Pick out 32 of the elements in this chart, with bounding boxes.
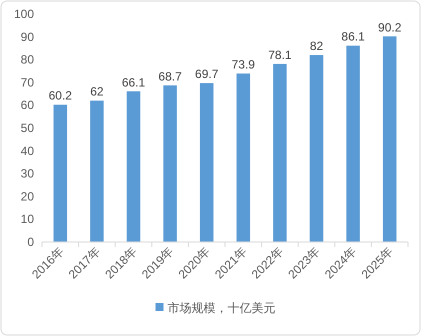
- data-label: 68.7: [158, 69, 182, 84]
- y-tick-label: 90: [20, 30, 34, 44]
- y-tick-label: 0: [27, 235, 34, 249]
- bar: [236, 74, 250, 242]
- y-tick-label: 20: [20, 189, 34, 204]
- bar: [310, 55, 324, 242]
- y-tick-label: 70: [20, 75, 34, 90]
- bar: [200, 83, 214, 242]
- y-tick-label: 100: [14, 7, 34, 21]
- data-label: 69.7: [195, 67, 219, 82]
- data-label: 73.9: [232, 58, 256, 72]
- bar: [346, 46, 360, 242]
- y-tick-label: 30: [20, 166, 34, 181]
- y-tick-label: 10: [20, 212, 34, 226]
- data-label: 86.1: [341, 30, 366, 44]
- bar: [163, 85, 177, 242]
- data-label: 60.2: [48, 88, 72, 103]
- bar: [382, 36, 396, 242]
- data-label: 82: [310, 39, 324, 54]
- data-label: 90.2: [378, 20, 402, 34]
- y-tick-label: 40: [20, 144, 34, 158]
- data-label: 78.1: [268, 48, 292, 62]
- bar: [126, 91, 140, 242]
- y-tick-label: 60: [20, 98, 34, 112]
- data-label: 66.1: [122, 75, 146, 90]
- y-tick-label: 50: [20, 121, 34, 135]
- y-tick-label: 80: [20, 52, 34, 67]
- bar: [90, 100, 104, 242]
- legend-label: 市场规模，十亿美元: [168, 301, 276, 315]
- data-label: 62: [90, 84, 104, 99]
- bar: [273, 64, 287, 242]
- bar: [54, 104, 68, 242]
